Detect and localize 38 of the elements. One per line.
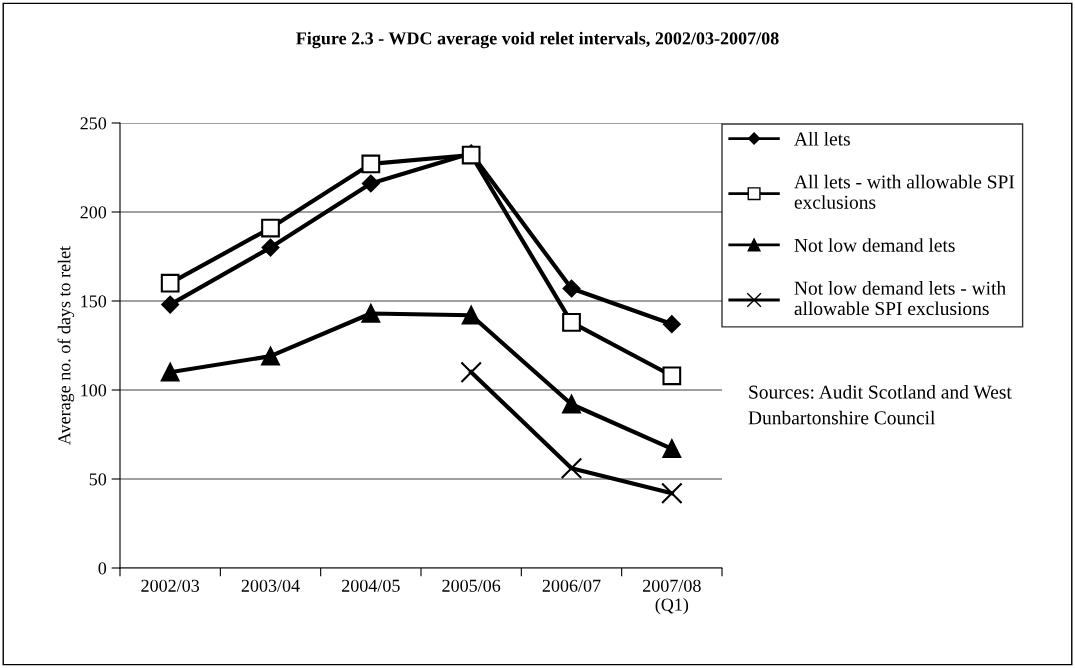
legend-label: Not low demand lets xyxy=(794,238,955,252)
x-tick-label: 2003/04 xyxy=(241,579,300,592)
x-tick-label: 2007/08 (Q1) xyxy=(643,579,701,615)
point xyxy=(460,361,482,383)
point xyxy=(261,218,280,238)
point xyxy=(662,315,681,334)
point xyxy=(261,238,280,257)
y-tick-label: 200 xyxy=(80,206,107,219)
point xyxy=(662,366,682,386)
point xyxy=(560,457,583,480)
y-tick-label: 0 xyxy=(98,562,107,575)
point xyxy=(160,362,180,382)
x-tick-label: 2004/05 xyxy=(342,579,400,592)
y-tick-label: 150 xyxy=(81,295,107,308)
point xyxy=(261,346,280,366)
point xyxy=(461,305,481,325)
point xyxy=(661,482,683,504)
y-axis-title: Average no. of days to relet xyxy=(57,246,75,445)
point xyxy=(562,312,581,332)
point xyxy=(361,174,380,193)
chart-title: Figure 2.3 - WDC average void relet intervals, 2002/03-2007/08 xyxy=(296,31,779,49)
point xyxy=(361,304,381,323)
legend-label: All lets xyxy=(794,131,850,146)
point xyxy=(361,154,381,174)
point xyxy=(562,279,581,298)
point xyxy=(562,394,581,414)
y-tick-label: 100 xyxy=(81,384,107,397)
x-tick-label: 2005/06 xyxy=(442,579,501,592)
x-tick-label: 2006/07 xyxy=(542,579,601,592)
y-tick-label: 50 xyxy=(89,473,107,486)
point xyxy=(662,439,682,459)
x-tick-label: 2002/03 xyxy=(141,579,200,592)
source-note: Sources: Audit Scotland and West Dunbartonshire Council xyxy=(748,385,1012,425)
legend-label: All lets - with allowable SPI exclusions xyxy=(794,174,1015,209)
point xyxy=(160,273,180,293)
point xyxy=(161,295,180,314)
y-tick-label: 250 xyxy=(80,117,107,130)
legend-label: Not low demand lets - with allowable SPI exclusions xyxy=(794,281,1006,316)
